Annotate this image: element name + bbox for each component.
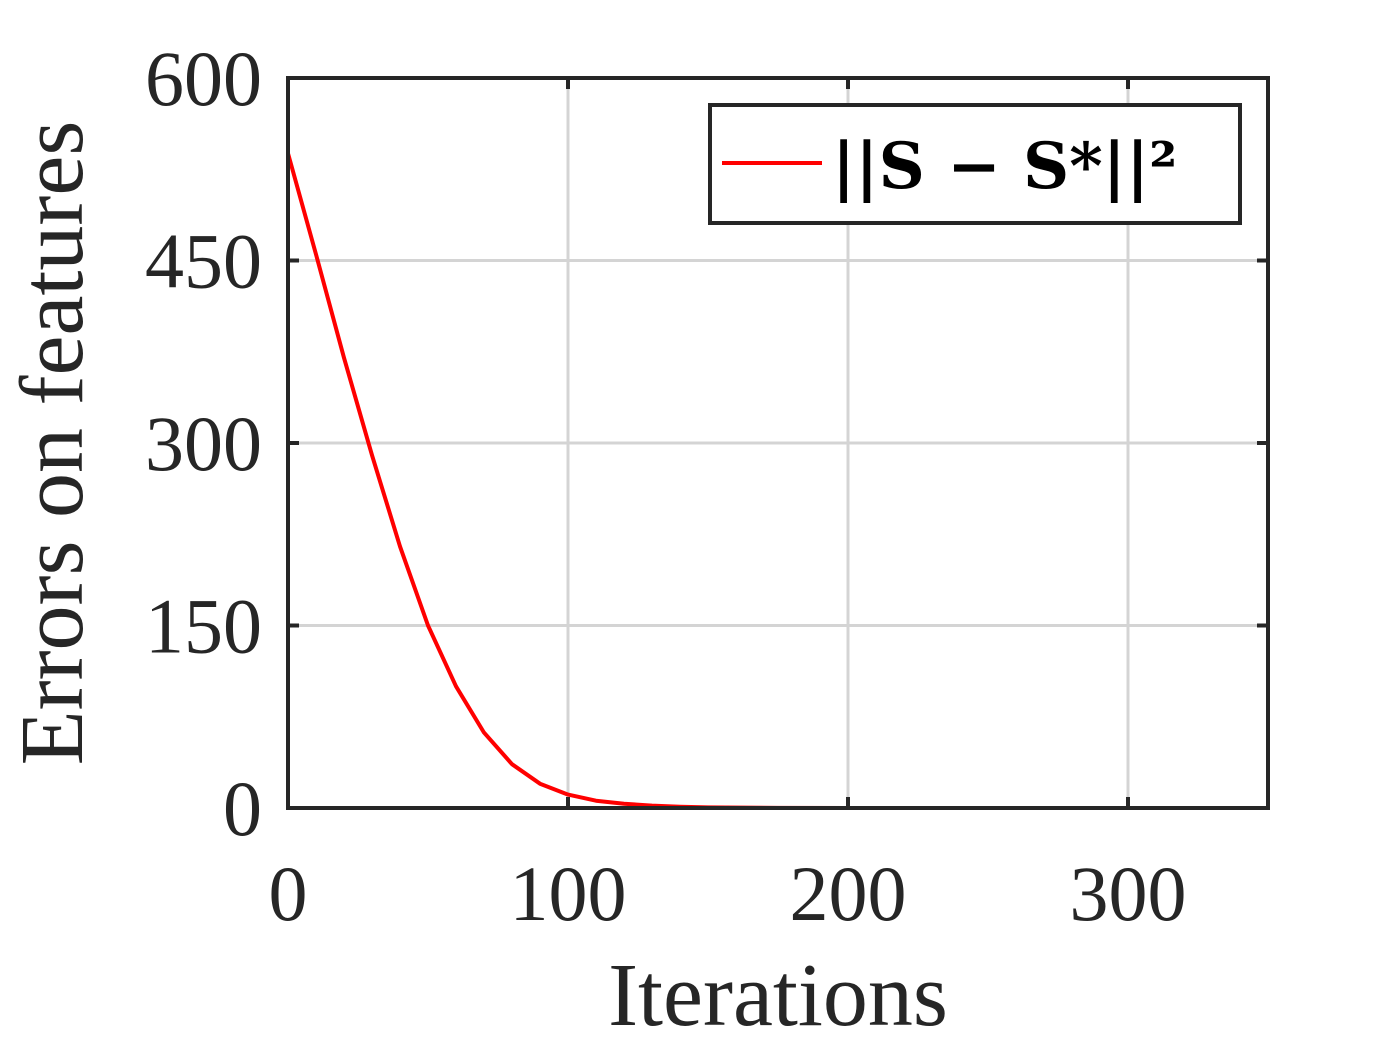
- y-axis-title: Errors on features: [3, 121, 102, 766]
- y-tick-label: 600: [145, 35, 262, 122]
- y-tick-label: 0: [223, 765, 262, 852]
- y-tick-label: 150: [145, 583, 262, 670]
- y-tick-label: 300: [145, 400, 262, 487]
- series-layer: [286, 152, 1204, 810]
- x-tick-label: 0: [269, 850, 308, 937]
- series-line: [286, 152, 1204, 810]
- plot-frame: [286, 76, 1270, 810]
- x-tick-labels: 0 100 200 300: [269, 850, 1187, 937]
- y-tick-label: 450: [145, 218, 262, 305]
- x-tick-label: 100: [510, 850, 627, 937]
- x-tick-label: 200: [790, 850, 907, 937]
- y-tick-labels: 0 150 300 450 600: [145, 35, 262, 852]
- legend-label: ||S − S*||²: [832, 129, 1177, 204]
- x-axis-title: Iterations: [608, 946, 948, 1045]
- x-tick-label: 300: [1070, 850, 1187, 937]
- legend: ||S − S*||²: [708, 103, 1242, 225]
